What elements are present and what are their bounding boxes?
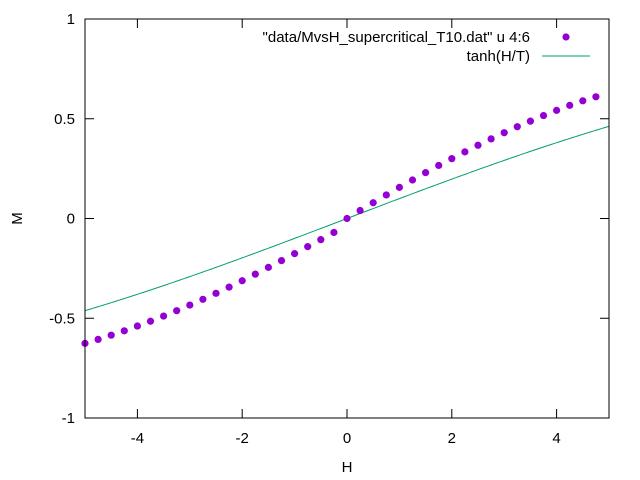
data-point xyxy=(146,317,155,325)
data-point xyxy=(566,101,574,109)
data-point xyxy=(120,327,128,335)
data-point xyxy=(94,335,102,343)
legend-label-data-points: "data/MvsH_supercritical_T10.dat" u 4:6 xyxy=(263,29,530,46)
data-point xyxy=(356,206,364,215)
y-tick-label: -0.5 xyxy=(49,310,75,327)
data-point xyxy=(474,141,482,149)
data-point xyxy=(435,161,443,170)
data-point xyxy=(369,199,377,207)
legend-label-tanh: tanh(H/T) xyxy=(467,48,530,65)
plot-frame xyxy=(84,18,610,419)
data-point xyxy=(238,277,246,285)
x-tick-label: 4 xyxy=(552,430,560,447)
data-point xyxy=(304,243,312,251)
data-point xyxy=(553,106,561,114)
data-point xyxy=(107,331,115,339)
data-point xyxy=(382,191,390,199)
y-tick-label: 1 xyxy=(67,11,75,28)
y-tick-label: -1 xyxy=(62,410,75,427)
x-tick-label: -2 xyxy=(236,430,249,447)
x-tick-label: -4 xyxy=(131,430,144,447)
data-point xyxy=(408,176,417,184)
data-point xyxy=(317,236,325,244)
data-point xyxy=(225,283,233,291)
data-point xyxy=(539,111,548,120)
legend: "data/MvsH_supercritical_T10.dat" u 4:6 … xyxy=(263,29,590,65)
data-point xyxy=(487,135,495,143)
tick-labels: -4 -2 0 2 4 -1 -0.5 0 0.5 1 xyxy=(49,11,561,447)
y-tick-label: 0.5 xyxy=(54,111,75,128)
data-point xyxy=(291,250,299,258)
data-point xyxy=(133,322,141,330)
x-axis-label: H xyxy=(342,459,353,476)
data-point xyxy=(422,169,430,177)
data-point xyxy=(343,214,351,223)
data-point xyxy=(277,256,286,265)
data-point xyxy=(592,93,600,101)
data-point xyxy=(395,183,403,191)
data-point xyxy=(186,301,194,309)
x-tick-label: 0 xyxy=(343,430,351,447)
data-point xyxy=(160,312,168,320)
y-tick-label: 0 xyxy=(67,211,75,228)
data-point xyxy=(579,97,587,105)
data-point xyxy=(264,263,272,271)
data-point xyxy=(461,148,469,156)
series-data-points xyxy=(81,93,600,347)
data-point xyxy=(448,155,456,163)
legend-marker-data-points xyxy=(562,33,570,41)
data-point xyxy=(212,289,220,297)
x-tick-label: 2 xyxy=(448,430,456,447)
data-point xyxy=(330,228,338,237)
data-point xyxy=(500,129,508,137)
data-point xyxy=(199,295,207,303)
data-point xyxy=(251,270,259,278)
data-point xyxy=(513,123,521,131)
data-point xyxy=(526,117,535,125)
y-axis-label: M xyxy=(9,212,26,225)
data-point xyxy=(173,307,181,315)
